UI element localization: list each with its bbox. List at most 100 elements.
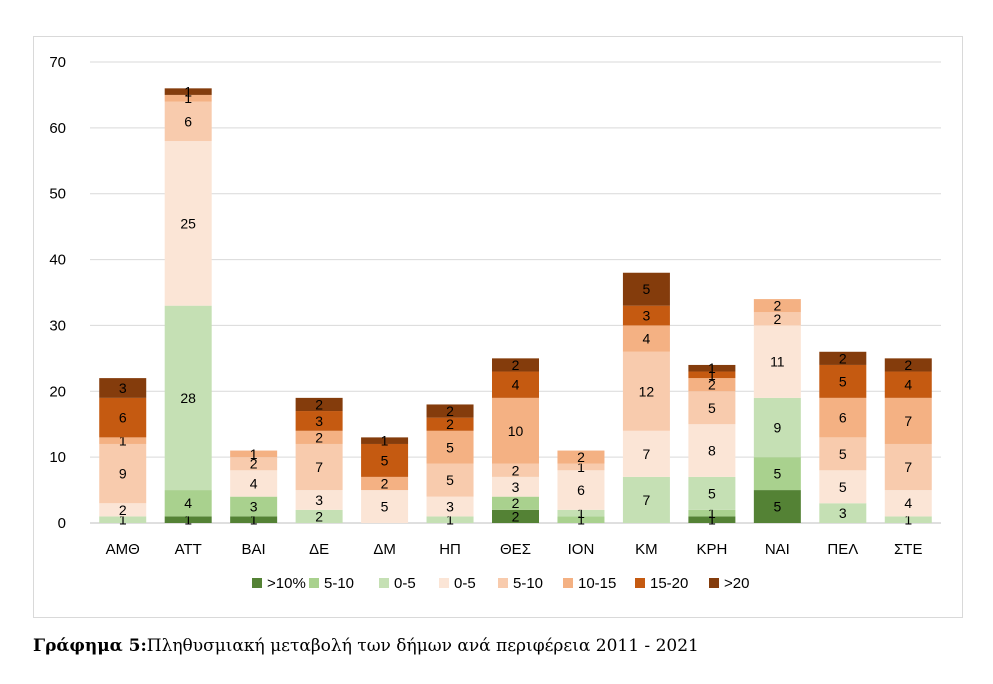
bar-segment — [688, 424, 736, 477]
data-label: 2 — [512, 357, 520, 373]
bar-segment — [819, 351, 867, 365]
bar-segment — [492, 476, 539, 497]
bar-segment — [99, 397, 147, 438]
data-label: 2 — [512, 495, 520, 511]
bar-segment — [295, 443, 343, 491]
bar-segment — [884, 358, 932, 372]
bar-segment — [361, 490, 409, 523]
bar-segment — [622, 305, 670, 326]
data-label: 2 — [446, 416, 454, 432]
data-label: 1 — [904, 512, 912, 528]
legend-label: 5-10 — [324, 575, 354, 592]
data-label: 1 — [708, 512, 716, 528]
data-label: 2 — [119, 502, 127, 518]
bar-segment — [99, 443, 147, 504]
x-tick-label: ΔΕ — [309, 541, 329, 558]
data-label: 1 — [119, 433, 127, 449]
data-label: 28 — [180, 390, 196, 406]
data-label: 3 — [512, 479, 520, 495]
bar-segment — [426, 404, 474, 418]
data-label: 1 — [446, 512, 454, 528]
data-label: 9 — [119, 466, 127, 482]
bar-segment — [884, 516, 932, 523]
data-label: 25 — [180, 215, 196, 231]
bar-segment — [492, 496, 539, 510]
bar-segment — [361, 437, 409, 444]
bar-segment — [688, 378, 736, 392]
bar-segment — [622, 476, 670, 523]
bar-segment — [99, 437, 147, 444]
data-label: 2 — [512, 462, 520, 478]
bar-segment — [99, 378, 147, 398]
data-label: 11 — [770, 354, 785, 370]
legend-swatch — [709, 578, 719, 588]
bar-segment — [295, 397, 343, 412]
data-label: 5 — [839, 373, 847, 389]
bar-segment — [819, 470, 867, 504]
y-tick-label: 0 — [58, 515, 66, 532]
legend-label: 10-15 — [578, 575, 616, 592]
data-label: 5 — [773, 466, 781, 482]
data-label: 6 — [839, 410, 847, 426]
bar-segment — [753, 490, 801, 523]
bar-segment — [295, 430, 343, 444]
data-label: 5 — [839, 446, 847, 462]
bar-segment — [819, 503, 867, 523]
bar-segment — [688, 509, 736, 517]
bar-segment — [230, 516, 278, 523]
data-label: 1 — [250, 512, 258, 528]
data-label: 2 — [839, 350, 847, 366]
stacked-bar-chart: 010203040506070129163ΑΜΘ142825611ΑΤΤ1342… — [49, 54, 941, 592]
x-tick-label: ΔΜ — [373, 541, 396, 558]
y-tick-label: 70 — [49, 54, 66, 71]
x-tick-label: ΒΑΙ — [242, 541, 266, 558]
bar-segment — [753, 312, 801, 326]
data-label: 1 — [577, 505, 585, 521]
bar-segment — [819, 437, 867, 471]
legend-label: 15-20 — [650, 575, 688, 592]
data-label: 1 — [184, 84, 192, 100]
y-tick-label: 50 — [49, 186, 66, 203]
bar-segment — [230, 470, 278, 497]
bar-segment — [492, 397, 539, 464]
bar-segment — [492, 358, 539, 372]
data-label: 5 — [381, 452, 389, 468]
bar-segment — [164, 516, 212, 523]
data-label: 3 — [446, 499, 454, 515]
data-label: 9 — [773, 420, 781, 436]
figure-caption: Γράφημα 5:Πληθυσμιακή μεταβολή των δήμων… — [33, 636, 699, 656]
legend-label: 0-5 — [394, 575, 416, 592]
bar-segment — [688, 516, 736, 523]
x-tick-label: ΠΕΛ — [827, 541, 858, 558]
bar-segment — [884, 371, 932, 398]
bar-segment — [884, 490, 932, 517]
data-label: 8 — [708, 443, 716, 459]
bar-segment — [688, 476, 736, 510]
data-label: 3 — [839, 505, 847, 521]
bar-segment — [99, 516, 147, 523]
bar-segment — [426, 417, 474, 431]
x-tick-label: ΝΑΙ — [765, 541, 790, 558]
data-label: 6 — [184, 113, 192, 129]
bar-segment — [99, 503, 147, 517]
x-tick-label: ΑΜΘ — [106, 541, 140, 558]
bar-segment — [492, 371, 539, 398]
data-label: 10 — [508, 423, 524, 439]
bar-segment — [426, 516, 474, 523]
data-label: 1 — [184, 90, 192, 106]
data-label: 3 — [250, 499, 258, 515]
data-label: 5 — [381, 499, 389, 515]
bar-segment — [557, 516, 605, 523]
legend-swatch — [635, 578, 645, 588]
caption-prefix: Γράφημα 5: — [33, 636, 147, 656]
data-label: 1 — [381, 433, 389, 449]
data-label: 7 — [643, 492, 651, 508]
data-label: 1 — [577, 512, 585, 528]
legend-swatch — [563, 578, 573, 588]
bar-segment — [688, 364, 736, 372]
bar-segment — [819, 397, 867, 438]
bar-segment — [622, 272, 670, 306]
legend-label: 0-5 — [454, 575, 476, 592]
bar-segment — [557, 509, 605, 517]
bar-segment — [164, 88, 212, 95]
